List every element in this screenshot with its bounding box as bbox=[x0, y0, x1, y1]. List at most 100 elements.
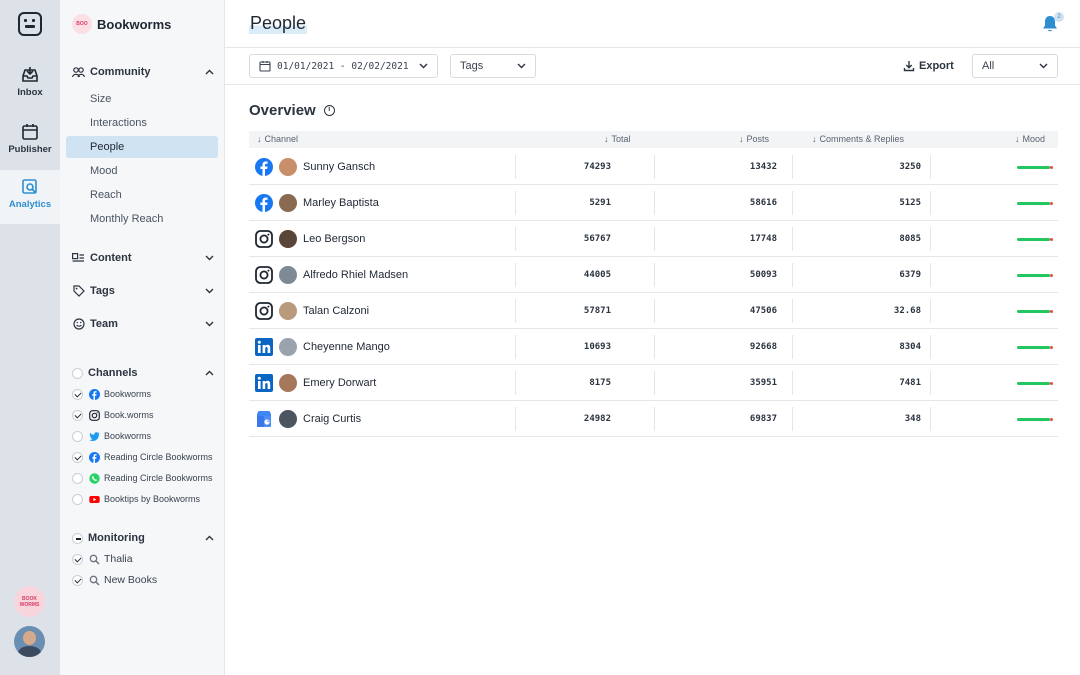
person-avatar bbox=[279, 266, 297, 284]
monitoring-select-all-checkbox[interactable] bbox=[72, 532, 83, 544]
calendar-icon bbox=[22, 124, 38, 140]
person-name[interactable]: Emery Dorwart bbox=[303, 377, 377, 389]
workspace-badge[interactable]: BOOK WORMS bbox=[14, 586, 45, 617]
linkedin-icon bbox=[255, 374, 273, 392]
section-team[interactable]: Team bbox=[72, 315, 214, 333]
channels-select-all-checkbox[interactable] bbox=[72, 367, 83, 379]
comments-value: 8304 bbox=[899, 342, 921, 352]
cell-divider bbox=[515, 227, 516, 251]
channel-item[interactable]: Reading Circle Bookworms bbox=[72, 470, 217, 486]
person-name[interactable]: Leo Bergson bbox=[303, 233, 366, 245]
channel-checkbox[interactable] bbox=[72, 493, 83, 505]
cell-divider bbox=[515, 263, 516, 287]
date-range-picker[interactable]: 01/01/2021 - 02/02/2021 bbox=[249, 54, 438, 78]
rail-active-highlight bbox=[0, 170, 60, 224]
person-name[interactable]: Cheyenne Mango bbox=[303, 341, 390, 353]
person-avatar bbox=[279, 410, 297, 428]
cell-divider bbox=[930, 407, 931, 431]
person-name[interactable]: Sunny Gansch bbox=[303, 161, 376, 173]
export-button[interactable]: Export bbox=[903, 56, 954, 76]
chevron-down-icon bbox=[1039, 63, 1048, 69]
section-community[interactable]: Community bbox=[72, 63, 214, 81]
mood-indicator bbox=[1017, 202, 1053, 205]
table-row[interactable]: Alfredo Rhiel Madsen 44005 50093 6379 bbox=[249, 257, 1058, 293]
column-header-posts[interactable]: ↓ Posts bbox=[739, 134, 770, 144]
tags-dropdown[interactable]: Tags bbox=[450, 54, 536, 78]
rail-item-publisher[interactable]: Publisher bbox=[0, 115, 60, 171]
mood-indicator bbox=[1017, 238, 1053, 241]
channel-item[interactable]: Bookworms bbox=[72, 428, 217, 444]
person-name[interactable]: Talan Calzoni bbox=[303, 305, 370, 317]
channel-checkbox[interactable] bbox=[72, 451, 83, 463]
table-row[interactable]: Craig Curtis 24982 69837 348 bbox=[249, 401, 1058, 437]
date-range-value: 01/01/2021 - 02/02/2021 bbox=[277, 60, 409, 72]
app-logo-icon[interactable] bbox=[18, 12, 42, 36]
sidebar-item-mood[interactable]: Mood bbox=[90, 165, 118, 177]
channel-label: Bookworms bbox=[104, 389, 152, 399]
column-header-comments-replies[interactable]: ↓ Comments & Replies bbox=[812, 134, 905, 144]
cell-divider bbox=[930, 335, 931, 359]
tags-dropdown-label: Tags bbox=[460, 60, 484, 72]
brand-name: Bookworms bbox=[97, 16, 172, 32]
person-name[interactable]: Alfredo Rhiel Madsen bbox=[303, 269, 409, 281]
app-rail: Inbox Publisher Analytics BOOK WORMS bbox=[0, 0, 60, 675]
section-monitoring[interactable]: Monitoring bbox=[72, 529, 214, 547]
monitoring-item[interactable]: Thalia bbox=[72, 551, 217, 567]
channel-checkbox[interactable] bbox=[72, 409, 83, 421]
channel-item[interactable]: Book.worms bbox=[72, 407, 217, 423]
section-content[interactable]: Content bbox=[72, 249, 214, 267]
overview-heading: Overview i bbox=[249, 102, 335, 119]
monitoring-checkbox[interactable] bbox=[72, 553, 83, 565]
sidebar-item-size[interactable]: Size bbox=[90, 93, 112, 105]
total-value: 8175 bbox=[589, 378, 611, 388]
total-value: 10693 bbox=[583, 342, 611, 352]
total-value: 44005 bbox=[583, 270, 611, 280]
user-avatar[interactable] bbox=[14, 626, 45, 657]
youtube-icon bbox=[89, 495, 100, 503]
sidebar-item-monthly-reach[interactable]: Monthly Reach bbox=[90, 213, 164, 225]
cell-divider bbox=[930, 371, 931, 395]
channel-item[interactable]: Booktips by Bookworms bbox=[72, 491, 217, 507]
person-name[interactable]: Marley Baptista bbox=[303, 197, 379, 209]
column-header-mood[interactable]: ↓ Mood bbox=[1015, 134, 1046, 144]
channel-item[interactable]: Reading Circle Bookworms bbox=[72, 449, 217, 465]
channel-checkbox[interactable] bbox=[72, 472, 83, 484]
sidebar-item-people[interactable]: People bbox=[66, 136, 218, 158]
section-tags[interactable]: Tags bbox=[72, 282, 214, 300]
filter-dropdown-value: All bbox=[982, 60, 995, 72]
workspace-brand[interactable]: BOO Bookworms bbox=[72, 14, 171, 34]
monitoring-checkbox[interactable] bbox=[72, 574, 83, 586]
rail-item-inbox[interactable]: Inbox bbox=[0, 58, 60, 114]
bell-icon[interactable] bbox=[1040, 14, 1060, 34]
channel-checkbox[interactable] bbox=[72, 388, 83, 400]
comments-value: 6379 bbox=[899, 270, 921, 280]
sidebar-item-reach[interactable]: Reach bbox=[90, 189, 122, 201]
whatsapp-icon bbox=[89, 472, 100, 484]
section-channels[interactable]: Channels bbox=[72, 364, 214, 382]
table-row[interactable]: Emery Dorwart 8175 35951 7481 bbox=[249, 365, 1058, 401]
channel-checkbox[interactable] bbox=[72, 430, 83, 442]
cell-divider bbox=[654, 335, 655, 359]
total-value: 5291 bbox=[589, 198, 611, 208]
page-title: People bbox=[249, 13, 308, 34]
monitoring-item[interactable]: New Books bbox=[72, 572, 217, 588]
facebook-icon bbox=[255, 194, 273, 212]
cell-divider bbox=[930, 191, 931, 215]
table-row[interactable]: Marley Baptista 5291 58616 5125 bbox=[249, 185, 1058, 221]
table-row[interactable]: Sunny Gansch 74293 13432 3250 bbox=[249, 149, 1058, 185]
sort-arrow-icon: ↓ bbox=[604, 134, 609, 144]
table-row[interactable]: Cheyenne Mango 10693 92668 8304 bbox=[249, 329, 1058, 365]
comments-value: 8085 bbox=[899, 234, 921, 244]
info-icon[interactable]: i bbox=[323, 105, 335, 116]
rail-item-analytics[interactable]: Analytics bbox=[0, 170, 60, 226]
table-row[interactable]: Leo Bergson 56767 17748 8085 bbox=[249, 221, 1058, 257]
channel-item[interactable]: Bookworms bbox=[72, 386, 217, 402]
person-name[interactable]: Craig Curtis bbox=[303, 413, 362, 425]
column-header-total[interactable]: ↓ Total bbox=[604, 134, 631, 144]
sidebar-item-interactions[interactable]: Interactions bbox=[90, 117, 147, 129]
table-row[interactable]: Talan Calzoni 57871 47506 32.68 bbox=[249, 293, 1058, 329]
column-header-channel[interactable]: ↓ Channel bbox=[257, 134, 299, 144]
mood-indicator bbox=[1017, 310, 1053, 313]
filter-dropdown[interactable]: All bbox=[972, 54, 1058, 78]
person-avatar bbox=[279, 158, 297, 176]
